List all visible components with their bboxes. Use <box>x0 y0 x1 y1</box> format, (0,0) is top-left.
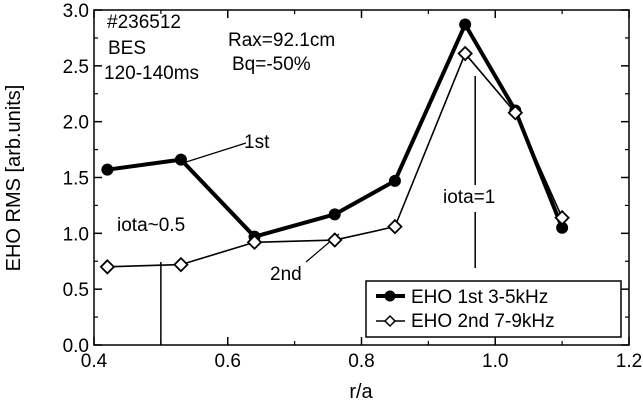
data-point-2nd <box>173 256 189 273</box>
data-point-2nd <box>507 104 524 121</box>
data-point-1st <box>459 18 472 31</box>
info-rax: Rax=92.1cm <box>228 30 335 51</box>
legend-marker-1 <box>384 290 396 302</box>
y-tick-label: 2.0 <box>63 113 89 134</box>
info-bq: Bq=-50% <box>232 54 311 75</box>
legend: EHO 1st 3-5kHz EHO 2nd 7-9kHz <box>365 280 622 338</box>
info-time-window: 120-140ms <box>104 63 199 84</box>
info-diagnostic: BES <box>108 38 146 59</box>
y-tick-label: 3.0 <box>63 1 89 22</box>
y-tick-label: 1.5 <box>63 169 89 190</box>
x-tick-label: 0.8 <box>348 351 374 372</box>
legend-label-1: EHO 1st 3-5kHz <box>411 287 548 308</box>
first-leader-line <box>182 142 247 164</box>
data-point-1st <box>328 208 341 221</box>
series-line-1 <box>107 22 564 239</box>
y-tick-label: 2.5 <box>63 57 89 78</box>
y-axis-ticks: 0.0 0.5 1.0 1.5 2.0 2.5 3.0 <box>63 1 629 357</box>
iota-half-annotation: iota~0.5 <box>117 215 185 236</box>
data-point-2nd <box>457 45 473 62</box>
first-annotation: 1st <box>244 132 270 153</box>
series-layer <box>99 18 570 275</box>
data-point-2nd <box>387 218 403 235</box>
series-line-2 <box>107 52 563 268</box>
iota-one-annotation: iota=1 <box>443 187 495 208</box>
second-annotation: 2nd <box>270 264 302 285</box>
data-point-2nd <box>326 232 343 248</box>
data-point-2nd <box>554 209 570 226</box>
legend-label-2: EHO 2nd 7-9kHz <box>411 311 555 332</box>
y-tick-label: 0.0 <box>63 336 89 357</box>
legend-box <box>365 280 622 338</box>
data-point-1st <box>174 153 187 166</box>
x-tick-label: 0.6 <box>215 351 241 372</box>
x-tick-label: 0.4 <box>81 351 108 372</box>
y-axis-label: EHO RMS [arb.units] <box>3 85 25 272</box>
legend-marker-2 <box>383 314 397 328</box>
y-tick-label: 1.0 <box>63 224 89 245</box>
data-point-1st <box>388 174 401 187</box>
data-point-2nd <box>99 259 116 275</box>
data-point-2nd <box>246 234 263 251</box>
y-tick-label: 0.5 <box>63 280 89 301</box>
x-axis-ticks: 0.4 0.6 0.8 1.0 1.2 <box>81 10 642 372</box>
x-axis-label: r/a <box>349 381 373 403</box>
info-shot-number: #236512 <box>107 12 181 33</box>
x-tick-label: 1.2 <box>616 351 642 372</box>
data-point-1st <box>101 163 114 176</box>
x-tick-label: 1.0 <box>482 351 508 372</box>
